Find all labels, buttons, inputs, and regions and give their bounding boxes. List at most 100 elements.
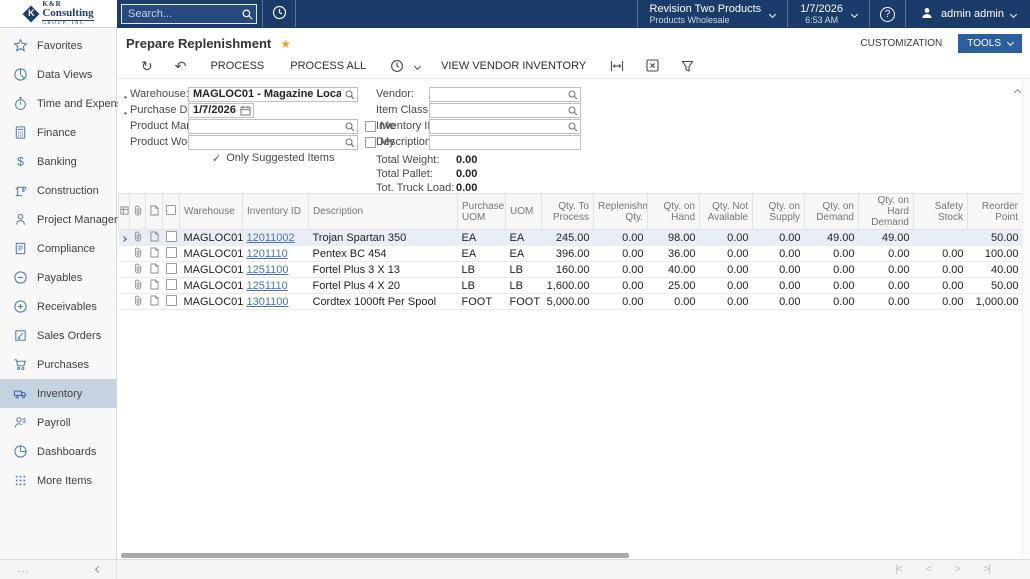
sidebar-item-inventory[interactable]: Inventory: [0, 379, 116, 408]
note-icon[interactable]: [146, 278, 163, 294]
user-menu[interactable]: admin admin: [905, 0, 1030, 28]
my-checkbox[interactable]: [365, 137, 376, 148]
col-qty-not-available[interactable]: Qty. Not Available: [700, 194, 753, 230]
col-qty-on-hand[interactable]: Qty. on Hand: [648, 194, 700, 230]
sidebar-item-payables[interactable]: Payables: [0, 263, 116, 292]
sidebar-item-data-views[interactable]: Data Views: [0, 60, 116, 89]
sidebar-item-finance[interactable]: Finance: [0, 118, 116, 147]
row-settings-icon[interactable]: [119, 194, 130, 230]
sidebar-item-dashboards[interactable]: Dashboards: [0, 437, 116, 466]
sidebar-item-more-items[interactable]: More Items: [0, 466, 116, 495]
tools-button[interactable]: TOOLS: [958, 34, 1022, 53]
select-all-checkbox[interactable]: [163, 194, 180, 230]
tenant-selector[interactable]: Revision Two Products Products Wholesale: [637, 0, 788, 28]
col-qty-to-process[interactable]: Qty. To Process: [542, 194, 594, 230]
sidebar-item-project-management[interactable]: Project Management: [0, 205, 116, 234]
col-inventory-id[interactable]: Inventory ID: [243, 194, 309, 230]
sidebar-more-button[interactable]: ...: [18, 564, 29, 575]
sidebar-item-time-and-expenses[interactable]: Time and Expenses: [0, 89, 116, 118]
inventory-id-link[interactable]: 12011002: [247, 232, 295, 244]
process-all-button[interactable]: PROCESS ALL: [277, 60, 379, 72]
lookup-icon[interactable]: [568, 106, 578, 119]
paperclip-icon[interactable]: [130, 278, 146, 294]
inventory-id-link[interactable]: 1251110: [247, 280, 288, 292]
col-warehouse[interactable]: Warehouse: [180, 194, 243, 230]
customization-menu[interactable]: CUSTOMIZATION: [860, 38, 942, 49]
item-class-input[interactable]: [429, 103, 581, 118]
vertical-scrollbar-track[interactable]: [1022, 80, 1030, 559]
note-icon[interactable]: [146, 246, 163, 262]
pager-next-button[interactable]: >: [955, 564, 960, 575]
sidebar-item-receivables[interactable]: Receivables: [0, 292, 116, 321]
table-row[interactable]: MAGLOC01 1251110 Fortel Plus 4 X 20 LB L…: [119, 278, 1023, 294]
view-vendor-inventory-button[interactable]: VIEW VENDOR INVENTORY: [428, 60, 599, 72]
table-row[interactable]: MAGLOC01 12011002 Trojan Spartan 350 EA …: [119, 230, 1023, 246]
help-button[interactable]: ?: [869, 0, 905, 28]
product-workgroup-input[interactable]: [188, 135, 358, 150]
collapse-sidebar-button[interactable]: [96, 564, 101, 575]
filter-button[interactable]: [670, 60, 705, 72]
cancel-button[interactable]: ↶: [164, 59, 198, 73]
lookup-icon[interactable]: [568, 122, 578, 135]
row-checkbox[interactable]: [166, 231, 177, 242]
lookup-icon[interactable]: [568, 90, 578, 103]
schedule-button[interactable]: [379, 59, 415, 73]
table-row[interactable]: MAGLOC01 1301100 Cordtex 1000ft Per Spoo…: [119, 294, 1023, 310]
search-input[interactable]: [121, 4, 257, 24]
sidebar-item-favorites[interactable]: Favorites: [0, 31, 116, 60]
col-replenishment-qty[interactable]: Replenishme Qty.: [594, 194, 648, 230]
pager-prev-button[interactable]: <: [926, 564, 931, 575]
lookup-icon[interactable]: [345, 138, 355, 151]
lookup-icon[interactable]: [345, 122, 355, 135]
col-qty-on-supply[interactable]: Qty. on Supply: [753, 194, 805, 230]
sidebar-item-sales-orders[interactable]: Sales Orders: [0, 321, 116, 350]
lookup-icon[interactable]: [345, 90, 355, 103]
horizontal-scrollbar-thumb[interactable]: [121, 553, 629, 558]
row-checkbox[interactable]: [166, 247, 177, 258]
calendar-icon[interactable]: [240, 105, 251, 119]
sidebar-item-payroll[interactable]: $ Payroll: [0, 408, 116, 437]
inventory-id-input[interactable]: [429, 119, 581, 134]
note-icon[interactable]: [146, 262, 163, 278]
col-safety-stock[interactable]: Safety Stock: [914, 194, 968, 230]
schedule-dropdown-chevron[interactable]: [415, 60, 428, 72]
col-uom[interactable]: UOM: [506, 194, 542, 230]
favorite-star-icon[interactable]: ★: [280, 37, 291, 51]
sidebar-item-purchases[interactable]: Purchases: [0, 350, 116, 379]
me-checkbox[interactable]: [365, 121, 376, 132]
pager-first-button[interactable]: |<: [895, 564, 901, 575]
date-selector[interactable]: 1/7/2026 6:53 AM: [787, 0, 869, 28]
note-icon[interactable]: [146, 230, 163, 246]
fit-to-screen-button[interactable]: [599, 60, 635, 72]
description-input[interactable]: [429, 135, 581, 150]
row-checkbox[interactable]: [166, 295, 177, 306]
sidebar-item-banking[interactable]: $ Banking: [0, 147, 116, 176]
sidebar-item-compliance[interactable]: Compliance: [0, 234, 116, 263]
row-checkbox[interactable]: [166, 263, 177, 274]
inventory-id-link[interactable]: 1201110: [247, 248, 288, 260]
col-description[interactable]: Description: [309, 194, 458, 230]
row-checkbox[interactable]: [166, 279, 177, 290]
paperclip-icon[interactable]: [130, 294, 146, 310]
col-qty-on-demand[interactable]: Qty. on Demand: [805, 194, 859, 230]
collapse-panel-button[interactable]: [1011, 82, 1024, 102]
export-to-excel-button[interactable]: [635, 59, 670, 72]
only-suggested-items[interactable]: ✓ Only Suggested Items: [212, 150, 395, 166]
warehouse-input[interactable]: [188, 87, 358, 102]
process-button[interactable]: PROCESS: [197, 60, 277, 72]
product-manager-input[interactable]: [188, 119, 358, 134]
col-purchase-uom[interactable]: Purchase UOM: [458, 194, 506, 230]
vendor-input[interactable]: [429, 87, 581, 102]
pager-last-button[interactable]: >|: [984, 564, 990, 575]
table-row[interactable]: MAGLOC01 1251100 Fortel Plus 3 X 13 LB L…: [119, 262, 1023, 278]
col-qty-on-hard-demand[interactable]: Qty. on Hard Demand: [859, 194, 914, 230]
search-icon[interactable]: [242, 9, 253, 23]
recent-items-button[interactable]: [262, 0, 296, 28]
paperclip-icon[interactable]: [130, 246, 146, 262]
refresh-button[interactable]: ↻: [130, 59, 164, 73]
paperclip-icon[interactable]: [130, 230, 146, 246]
paperclip-icon[interactable]: [130, 262, 146, 278]
sidebar-item-construction[interactable]: Construction: [0, 176, 116, 205]
note-icon[interactable]: [146, 294, 163, 310]
inventory-id-link[interactable]: 1301100: [247, 296, 289, 308]
